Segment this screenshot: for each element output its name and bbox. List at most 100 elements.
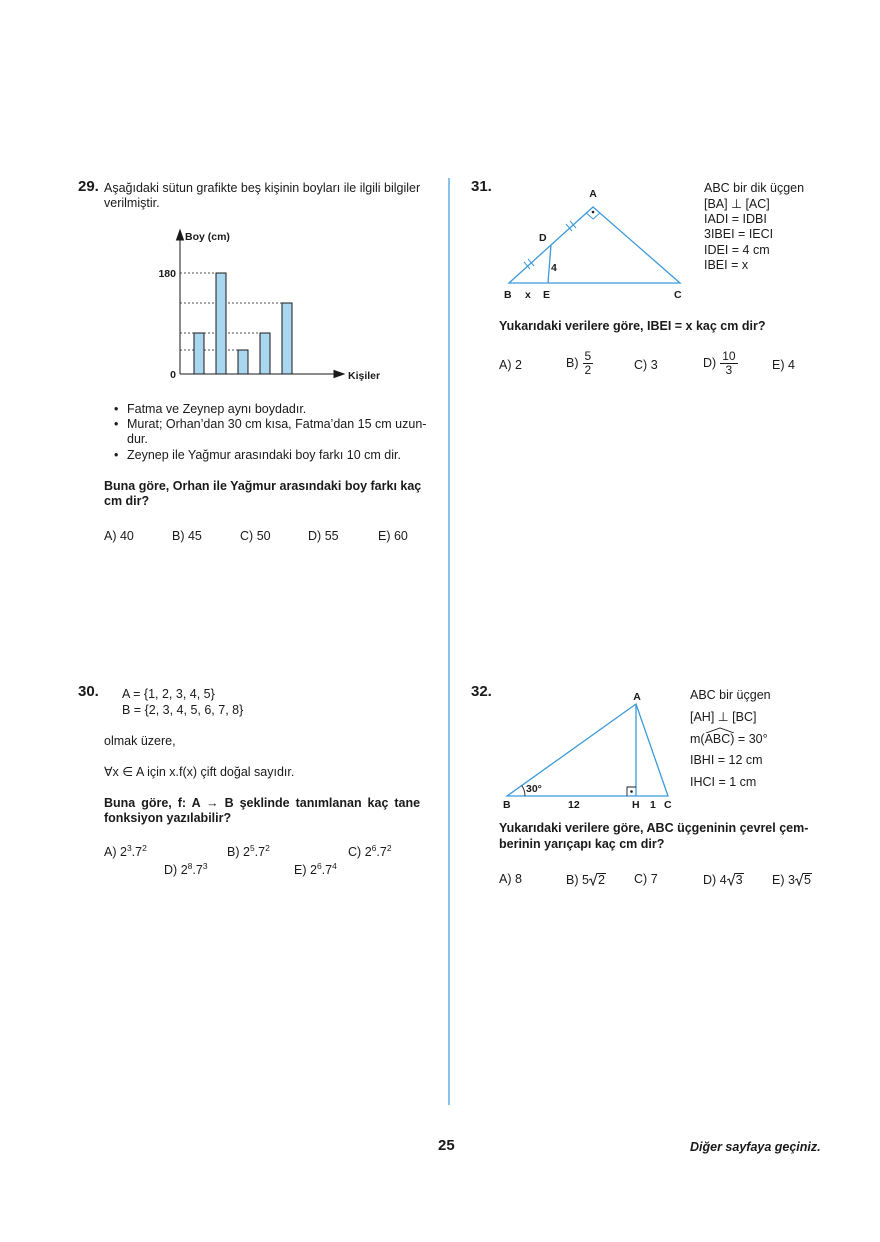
- option-label: B): [566, 873, 579, 887]
- radicand: 5: [802, 873, 812, 887]
- option-text: 60: [393, 529, 408, 543]
- given: 3IBEI = IECI: [704, 227, 774, 241]
- option-label: E): [772, 873, 785, 887]
- x-arrow: [333, 369, 346, 379]
- stem-line: verilmiştir.: [104, 196, 160, 210]
- segment-label: 4: [551, 262, 557, 274]
- base: .7: [192, 863, 203, 877]
- given: IBHI = 12 cm: [690, 753, 763, 767]
- vertex-label: C: [674, 289, 682, 301]
- option: E) 26.74: [294, 862, 337, 878]
- right-angle-dot: [591, 210, 595, 214]
- fact: dur.: [127, 432, 148, 446]
- option: C) 7: [634, 872, 658, 887]
- exponent: 6: [371, 843, 377, 853]
- option-label: A): [104, 529, 117, 543]
- given: ABC bir dik üçgen: [704, 181, 805, 195]
- radical-sign: [794, 872, 804, 887]
- option-text: 40: [119, 529, 134, 543]
- exponent: 5: [249, 843, 255, 853]
- exponent: 3: [202, 861, 208, 871]
- option: D) 28.73: [164, 861, 208, 878]
- bar: [281, 302, 293, 375]
- vertex-label: E: [543, 289, 550, 301]
- option-label: C): [240, 529, 254, 543]
- option-text: 2: [514, 358, 522, 372]
- question-text: berinin yarıçapı kaç cm dir?: [499, 837, 665, 851]
- option-text: 4: [787, 358, 795, 372]
- triangle-31: [507, 206, 682, 284]
- option-label: D): [703, 355, 717, 370]
- option-label: C): [348, 845, 362, 859]
- segment-label: x: [525, 289, 531, 301]
- option-label: E): [378, 529, 391, 543]
- bar: [193, 332, 205, 375]
- option: A) 23.72: [104, 843, 147, 860]
- text-line: ∀x ∈ A için x.f(x) çift doğal sayıdır.: [104, 765, 295, 779]
- fact: Murat; Orhan’dan 30 cm kısa, Fatma’dan 1…: [127, 417, 427, 431]
- fact: Zeynep ile Yağmur arasındaki boy farkı 1…: [127, 448, 401, 462]
- option-label: A): [499, 358, 512, 372]
- option: D) 55: [308, 529, 339, 544]
- bar: [259, 332, 271, 375]
- option: E) 60: [378, 529, 408, 544]
- vertex-label: B: [504, 289, 512, 301]
- segment-label: 12: [568, 799, 580, 811]
- option-text: 55: [324, 529, 339, 543]
- vertex-label: C: [664, 799, 672, 811]
- question-number: 30.: [78, 683, 99, 700]
- exponent: 8: [187, 861, 193, 871]
- page-number: 25: [438, 1137, 455, 1154]
- option: B) 45: [172, 529, 202, 544]
- angle-name: ABC: [705, 727, 734, 747]
- base: 2: [364, 845, 372, 859]
- given-part: ) = 30°: [730, 732, 768, 746]
- chart-x-label: Kişiler: [348, 370, 380, 382]
- option: C) 26.72: [348, 843, 392, 860]
- option-label: B): [566, 355, 579, 370]
- option: C) 3: [634, 358, 658, 373]
- given: [BA] ⊥ [AC]: [704, 197, 770, 211]
- text-line: olmak üzere,: [104, 734, 176, 748]
- question-number: 29.: [78, 178, 99, 195]
- base: 2: [242, 845, 250, 859]
- segment-label: 1: [650, 799, 656, 811]
- chart-tick: 180: [158, 268, 176, 280]
- base: .7: [321, 863, 333, 877]
- base: .7: [254, 845, 266, 859]
- option-label: C): [634, 872, 648, 886]
- exponent: 2: [142, 843, 147, 853]
- option: A) 8: [499, 872, 522, 887]
- bar-chart: [175, 228, 346, 379]
- option-label: A): [499, 872, 512, 886]
- option-label: D): [703, 873, 717, 887]
- angle-arc: [705, 727, 734, 733]
- option-text: 3: [650, 358, 658, 372]
- y-arrow: [175, 228, 185, 241]
- option-text: 50: [256, 529, 271, 543]
- option-label: D): [164, 863, 178, 877]
- coefficient: 3: [787, 873, 795, 887]
- option-text: 7: [650, 872, 658, 886]
- question-text: Buna göre, f: A → B şeklinde tanımlanan …: [104, 796, 421, 810]
- coefficient: 5: [581, 873, 589, 887]
- vertex-label: A: [633, 691, 641, 703]
- angle-label: 30°: [526, 783, 542, 795]
- base: 2: [180, 863, 188, 877]
- option-label: E): [294, 863, 307, 877]
- vertex-label: A: [589, 188, 597, 200]
- question-text: Yukarıdaki verilere göre, IBEI = x kaç c…: [499, 319, 766, 333]
- option-label: B): [172, 529, 185, 543]
- given: m(ABC) = 30°: [690, 727, 768, 747]
- radical-sign: [726, 872, 736, 887]
- option-label: E): [772, 358, 785, 372]
- given: ABC bir üçgen: [690, 688, 771, 702]
- option-label: A): [104, 845, 117, 859]
- given: [AH] ⊥ [BC]: [690, 710, 757, 724]
- option: E) 4: [772, 358, 795, 373]
- bars: [193, 272, 293, 375]
